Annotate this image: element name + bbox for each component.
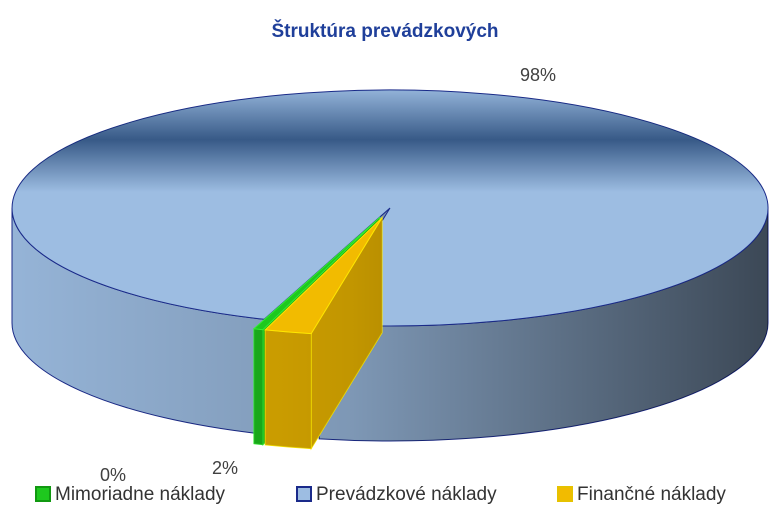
legend-swatch xyxy=(35,486,51,502)
data-label: 0% xyxy=(100,465,126,485)
slice-side-shade xyxy=(12,208,265,435)
data-label: 98% xyxy=(520,65,556,85)
slice-sheen xyxy=(12,90,769,327)
legend-label: Mimoriadne náklady xyxy=(55,484,226,505)
slice xyxy=(264,217,383,335)
slice xyxy=(252,217,381,331)
slice-side-shade xyxy=(265,329,312,449)
slice-side-shade xyxy=(253,328,263,445)
legend-swatch xyxy=(557,486,573,502)
chart-title: Štruktúra prevádzkových xyxy=(271,20,498,42)
slice-side-shade xyxy=(311,217,383,449)
legend-swatch xyxy=(296,486,312,502)
legend: Mimoriadne náklady Prevádzkové náklady Fin… xyxy=(35,484,726,505)
legend-label: Prevádzkové náklady xyxy=(316,484,497,505)
slice-side-shade xyxy=(319,208,768,442)
legend-label: Finančné náklady xyxy=(577,484,726,505)
data-label: 2% xyxy=(212,458,238,478)
pie: 0% 98% 2% xyxy=(11,65,769,485)
